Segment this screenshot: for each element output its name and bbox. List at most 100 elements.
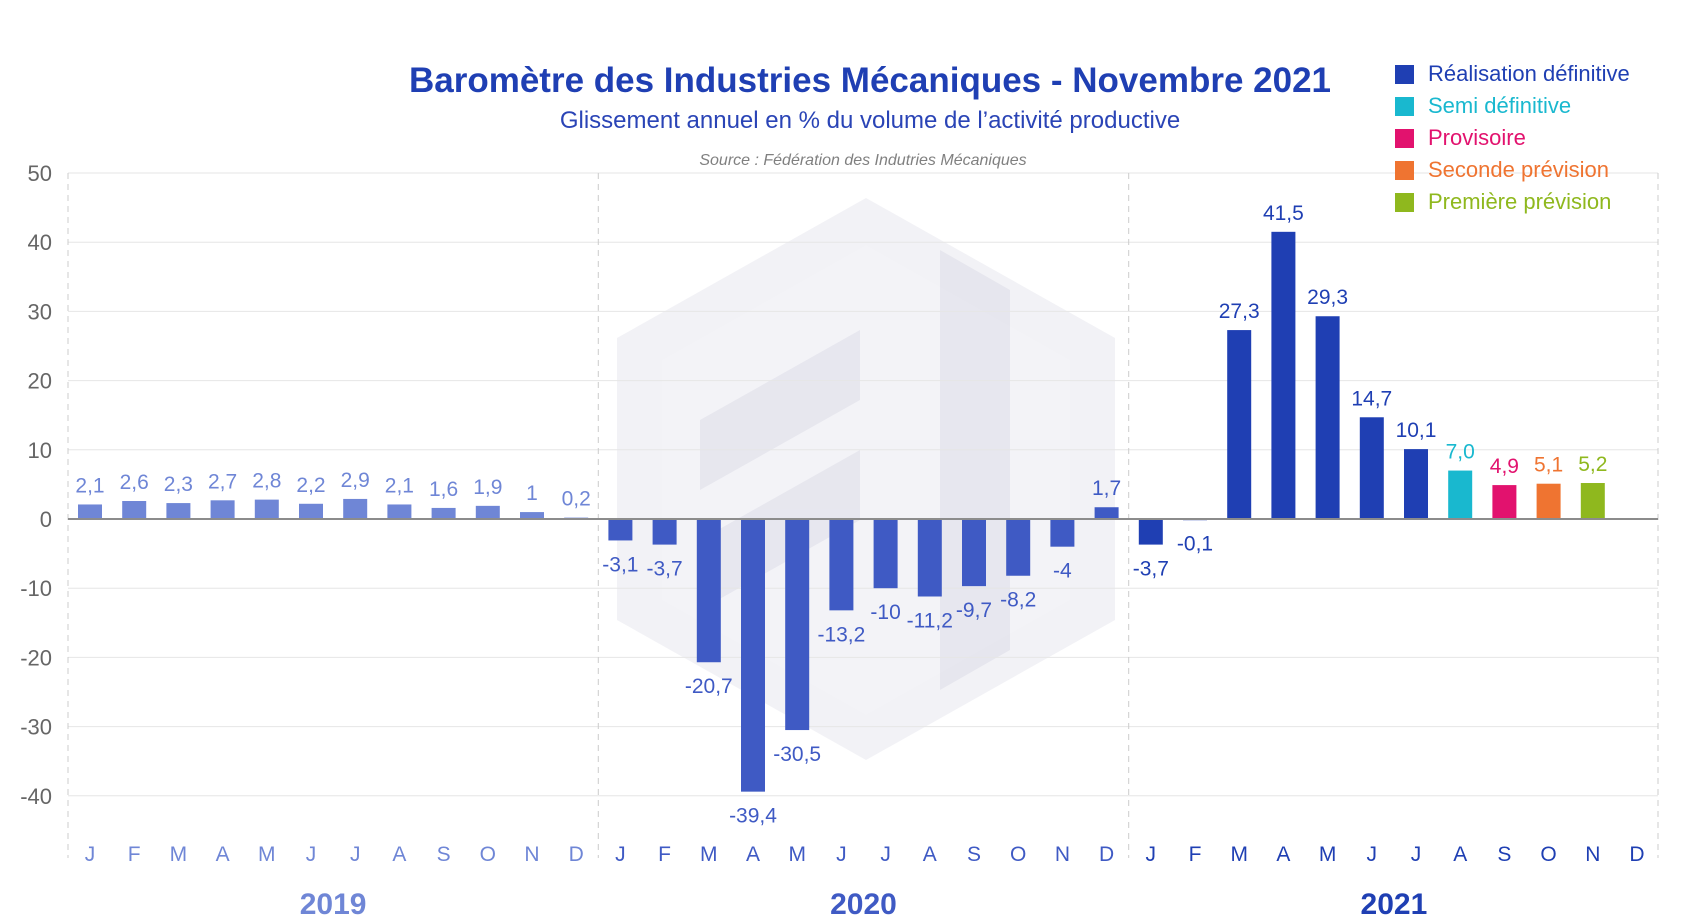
x-tick-label: M bbox=[258, 843, 276, 866]
bar bbox=[785, 519, 810, 731]
x-tick-label: D bbox=[1099, 843, 1114, 866]
data-label: -11,2 bbox=[907, 610, 953, 633]
bar bbox=[1271, 231, 1296, 519]
chart-source: Source : Fédération des Indutries Mécani… bbox=[699, 152, 1026, 169]
bar bbox=[431, 507, 456, 519]
x-tick-label: N bbox=[1055, 843, 1070, 866]
y-tick-label: 30 bbox=[28, 299, 52, 324]
legend-item: Première prévision bbox=[1395, 186, 1630, 218]
bar bbox=[1536, 483, 1561, 519]
x-tick-label: N bbox=[1585, 843, 1600, 866]
bar bbox=[122, 501, 147, 519]
bar bbox=[696, 519, 721, 663]
data-label: 29,3 bbox=[1307, 286, 1348, 309]
bar bbox=[166, 503, 191, 519]
data-label: 5,2 bbox=[1578, 453, 1607, 476]
x-tick-label: J bbox=[1367, 843, 1378, 866]
x-tick-label: F bbox=[128, 843, 141, 866]
y-axis: 50 40 30 20 10 0 -10 -20 -30 -40 bbox=[20, 161, 52, 809]
y-tick-label: 10 bbox=[28, 438, 52, 463]
x-tick-label: D bbox=[1629, 843, 1644, 866]
bar bbox=[1404, 449, 1428, 519]
data-label: 2,1 bbox=[75, 474, 104, 497]
data-label: 1 bbox=[526, 482, 538, 505]
bar bbox=[962, 519, 986, 587]
x-tick-label: M bbox=[1230, 843, 1248, 866]
x-tick-label: M bbox=[788, 843, 806, 866]
chart-title: Baromètre des Industries Mécaniques - No… bbox=[409, 61, 1331, 100]
data-label: -4 bbox=[1053, 560, 1072, 583]
x-tick-label: N bbox=[524, 843, 539, 866]
legend-swatch bbox=[1395, 128, 1414, 148]
bar bbox=[608, 519, 633, 541]
x-tick-label: S bbox=[437, 843, 451, 866]
x-tick-label: J bbox=[1411, 843, 1422, 866]
y-tick-label: -30 bbox=[20, 715, 52, 740]
data-label: -3,1 bbox=[602, 553, 638, 576]
y-tick-label: 0 bbox=[40, 507, 52, 532]
data-label: 1,6 bbox=[429, 478, 458, 501]
data-label: -20,7 bbox=[685, 675, 733, 698]
bar bbox=[1359, 417, 1384, 519]
x-tick-label: M bbox=[1319, 843, 1337, 866]
data-label: 2,1 bbox=[385, 474, 414, 497]
bar bbox=[1050, 519, 1075, 547]
data-label: 2,3 bbox=[164, 473, 193, 496]
bar bbox=[1448, 470, 1473, 519]
grid-lines bbox=[68, 172, 1658, 797]
bar bbox=[1094, 507, 1119, 519]
data-label: 2,7 bbox=[208, 470, 237, 493]
x-tick-label: D bbox=[569, 843, 584, 866]
data-label: -30,5 bbox=[773, 743, 821, 766]
data-label: 4,9 bbox=[1490, 455, 1519, 478]
year-labels: 2019 2020 2021 bbox=[300, 888, 1428, 921]
year-label: 2020 bbox=[830, 888, 897, 921]
x-tick-label: S bbox=[967, 843, 981, 866]
y-tick-label: 20 bbox=[28, 369, 52, 394]
legend-swatch bbox=[1395, 192, 1414, 212]
x-tick-label: A bbox=[1453, 843, 1467, 866]
bars bbox=[78, 231, 1605, 792]
legend-swatch bbox=[1395, 64, 1414, 84]
bar bbox=[829, 519, 854, 611]
x-tick-label: M bbox=[700, 843, 718, 866]
data-label: 14,7 bbox=[1351, 387, 1392, 410]
x-tick-label: O bbox=[1540, 843, 1556, 866]
chart-subtitle: Glissement annuel en % du volume de l’ac… bbox=[560, 107, 1180, 134]
x-tick-label: J bbox=[880, 843, 891, 866]
legend-swatch bbox=[1395, 160, 1414, 180]
value-labels: 2,1 2,6 2,3 2,7 2,8 2,2 2,9 2,1 1,6 1,9 1 0,2 -3,1 -3… bbox=[75, 202, 1607, 828]
y-tick-label: -20 bbox=[20, 645, 52, 670]
bar bbox=[210, 500, 235, 519]
year-label: 2021 bbox=[1361, 888, 1428, 921]
data-label: 10,1 bbox=[1396, 419, 1437, 442]
legend-label: Première prévision bbox=[1428, 189, 1612, 214]
data-label: -10 bbox=[870, 601, 900, 624]
bar bbox=[1492, 485, 1517, 519]
y-tick-label: 40 bbox=[28, 230, 52, 255]
bar bbox=[1227, 330, 1252, 519]
x-tick-label: M bbox=[170, 843, 188, 866]
y-tick-label: -40 bbox=[20, 784, 52, 809]
legend: Réalisation définitive Semi définitive Pro… bbox=[1395, 58, 1630, 218]
bar bbox=[475, 505, 500, 519]
x-tick-label: A bbox=[746, 843, 760, 866]
x-tick-label: J bbox=[615, 843, 626, 866]
legend-label: Semi définitive bbox=[1428, 93, 1572, 118]
bar bbox=[78, 504, 102, 519]
x-tick-label: J bbox=[1146, 843, 1157, 866]
x-tick-label: F bbox=[658, 843, 671, 866]
bar bbox=[652, 519, 677, 545]
x-tick-label: O bbox=[480, 843, 496, 866]
data-label: -3,7 bbox=[1133, 558, 1169, 581]
legend-item: Provisoire bbox=[1395, 122, 1630, 154]
data-label: 1,9 bbox=[473, 476, 502, 499]
data-label: -13,2 bbox=[817, 623, 865, 646]
x-tick-label: S bbox=[1497, 843, 1511, 866]
x-tick-label: J bbox=[350, 843, 361, 866]
legend-swatch bbox=[1395, 96, 1414, 116]
bar bbox=[520, 512, 544, 519]
data-label: -39,4 bbox=[729, 805, 777, 828]
legend-item: Semi définitive bbox=[1395, 90, 1630, 122]
